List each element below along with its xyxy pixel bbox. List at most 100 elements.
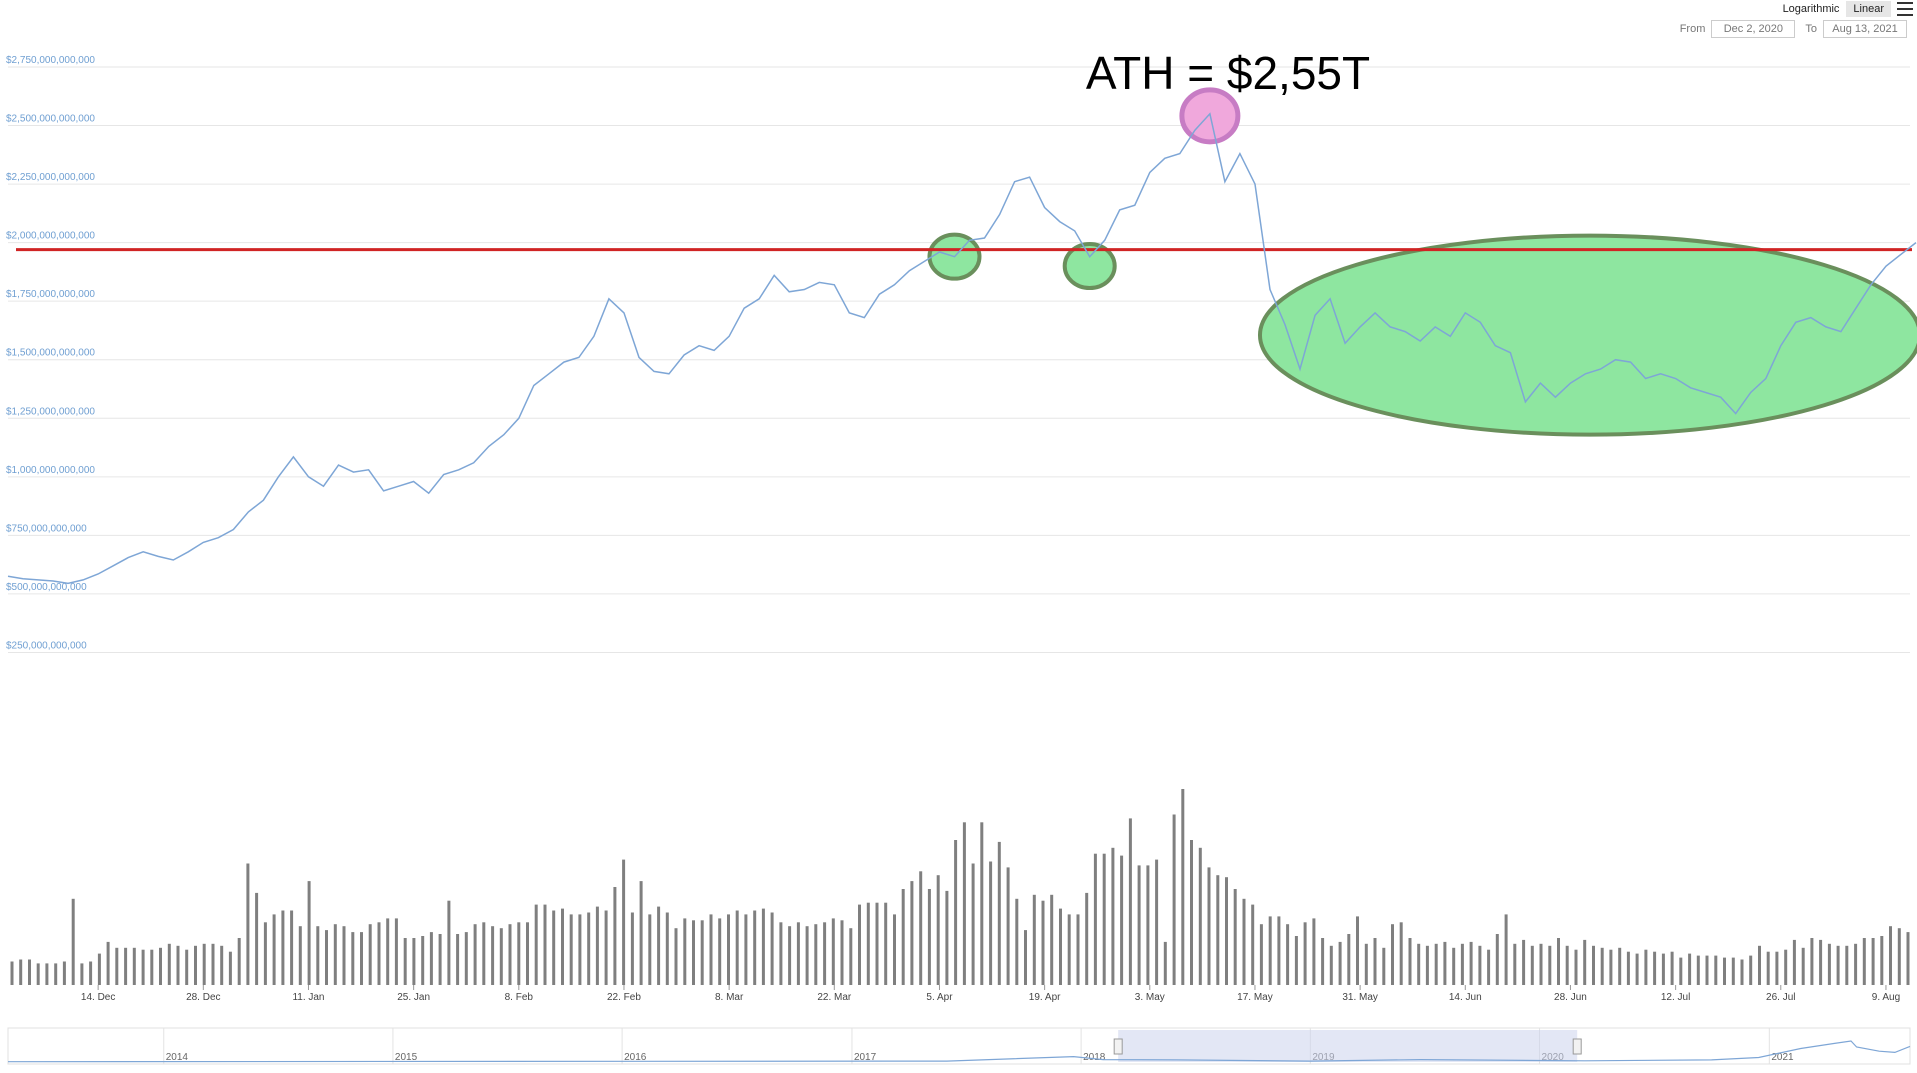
volume-bar — [1181, 789, 1185, 985]
volume-bar — [1801, 947, 1805, 985]
volume-bar — [657, 906, 661, 985]
volume-bar — [473, 924, 477, 985]
x-tick-label: 11. Jan — [292, 992, 324, 1003]
volume-bar — [228, 951, 232, 985]
x-tick-label: 8. Feb — [505, 992, 534, 1003]
volume-bar — [1653, 951, 1657, 985]
volume-bar — [377, 922, 381, 985]
volume-bar — [1626, 951, 1630, 985]
volume-bar — [351, 932, 355, 985]
volume-bar — [1522, 939, 1526, 985]
volume-bar — [884, 902, 888, 985]
navigator-series-line — [7, 1040, 1911, 1063]
volume-bar — [325, 930, 328, 985]
volume-bar — [1102, 853, 1106, 985]
volume-bar — [1688, 953, 1692, 985]
to-date-input[interactable]: Aug 13, 2021 — [1823, 20, 1907, 38]
volume-bar — [211, 943, 215, 985]
volume-bar — [700, 920, 704, 985]
volume-bar — [150, 949, 154, 985]
volume-bar — [779, 922, 783, 985]
volume-bar — [1434, 943, 1438, 985]
navigator-frame — [7, 1027, 1911, 1065]
volume-bar — [1425, 945, 1429, 985]
volume-bar — [1286, 924, 1290, 985]
volume-bar — [1862, 938, 1866, 985]
volume-bar — [1592, 945, 1595, 985]
volume-bar — [1024, 930, 1027, 985]
volume-bar — [578, 914, 582, 985]
volume-bar — [1198, 847, 1202, 985]
volume-bar — [1775, 951, 1779, 985]
volume-bar — [1329, 945, 1333, 985]
volume-bar — [910, 881, 914, 985]
volume-bar — [185, 949, 189, 985]
volume-bar — [141, 949, 145, 985]
volume-bar — [342, 926, 346, 985]
volume-bar — [1827, 943, 1831, 985]
volume-bar — [1417, 943, 1421, 985]
volume-bar — [1242, 898, 1246, 985]
volume-bar — [936, 875, 940, 985]
volume-bar — [1836, 945, 1840, 985]
navigator-handle[interactable] — [1113, 1038, 1123, 1055]
navigator-handle[interactable] — [1572, 1038, 1582, 1055]
x-tick-label: 17. May — [1237, 992, 1273, 1003]
y-tick-label: $2,000,000,000,000 — [6, 231, 95, 242]
volume-bar — [613, 887, 617, 985]
linear-scale-button[interactable]: Linear — [1846, 1, 1891, 17]
volume-bar — [683, 918, 687, 985]
volume-bar — [1146, 865, 1150, 985]
navigator[interactable]: 20142015201620172018201920202021 — [7, 1027, 1911, 1065]
volume-bar — [1495, 934, 1499, 985]
volume-bar — [1819, 939, 1823, 985]
volume-bar — [1906, 932, 1910, 985]
volume-bar — [255, 892, 259, 985]
logarithmic-scale-button[interactable]: Logarithmic — [1782, 3, 1840, 15]
volume-bars — [10, 789, 1910, 985]
volume-bar — [298, 926, 302, 985]
volume-bar — [1312, 918, 1316, 985]
volume-bar — [1810, 938, 1814, 985]
hamburger-menu-icon[interactable] — [1897, 2, 1913, 16]
volume-bar — [1723, 957, 1726, 985]
y-tick-label: $250,000,000,000 — [6, 640, 87, 651]
volume-bar — [1076, 914, 1080, 985]
navigator-selection[interactable] — [1118, 1030, 1578, 1062]
volume-bar — [19, 959, 23, 985]
x-tick-label: 28. Dec — [186, 992, 220, 1003]
volume-bar — [1469, 941, 1473, 985]
volume-bar — [10, 961, 14, 985]
volume-bar — [945, 890, 949, 985]
volume-bar — [508, 924, 512, 985]
navigator-year-label: 2016 — [624, 1052, 647, 1063]
volume-bar — [604, 910, 608, 985]
from-label: From — [1679, 23, 1706, 35]
volume-bar — [124, 947, 128, 985]
volume-bar — [543, 904, 547, 985]
from-date-input[interactable]: Dec 2, 2020 — [1711, 20, 1796, 38]
navigator-year-label: 2018 — [1083, 1052, 1106, 1063]
volume-bar — [412, 938, 416, 985]
navigator-year-label: 2021 — [1771, 1052, 1794, 1063]
volume-bar — [429, 932, 433, 985]
volume-bar — [796, 922, 800, 985]
volume-bar — [80, 963, 84, 985]
volume-bar — [1609, 949, 1613, 985]
volume-bar — [290, 910, 294, 985]
y-tick-label: $1,500,000,000,000 — [6, 348, 95, 359]
volume-bar — [1539, 943, 1543, 985]
volume-bar — [517, 922, 521, 985]
y-tick-label: $1,000,000,000,000 — [6, 465, 95, 476]
y-axis-labels: $250,000,000,000 $500,000,000,000 $750,000… — [6, 55, 95, 651]
volume-bar — [1059, 908, 1062, 985]
volume-bar — [1443, 941, 1447, 985]
volume-bar — [831, 918, 835, 985]
navigator-year-label: 2014 — [166, 1052, 189, 1063]
x-tick-label: 8. Mar — [715, 992, 744, 1003]
x-tick-label: 14. Jun — [1449, 992, 1482, 1003]
volume-bar — [447, 900, 451, 985]
volume-bar — [1766, 951, 1770, 985]
volume-bar — [499, 928, 503, 985]
volume-bar — [1889, 926, 1892, 985]
